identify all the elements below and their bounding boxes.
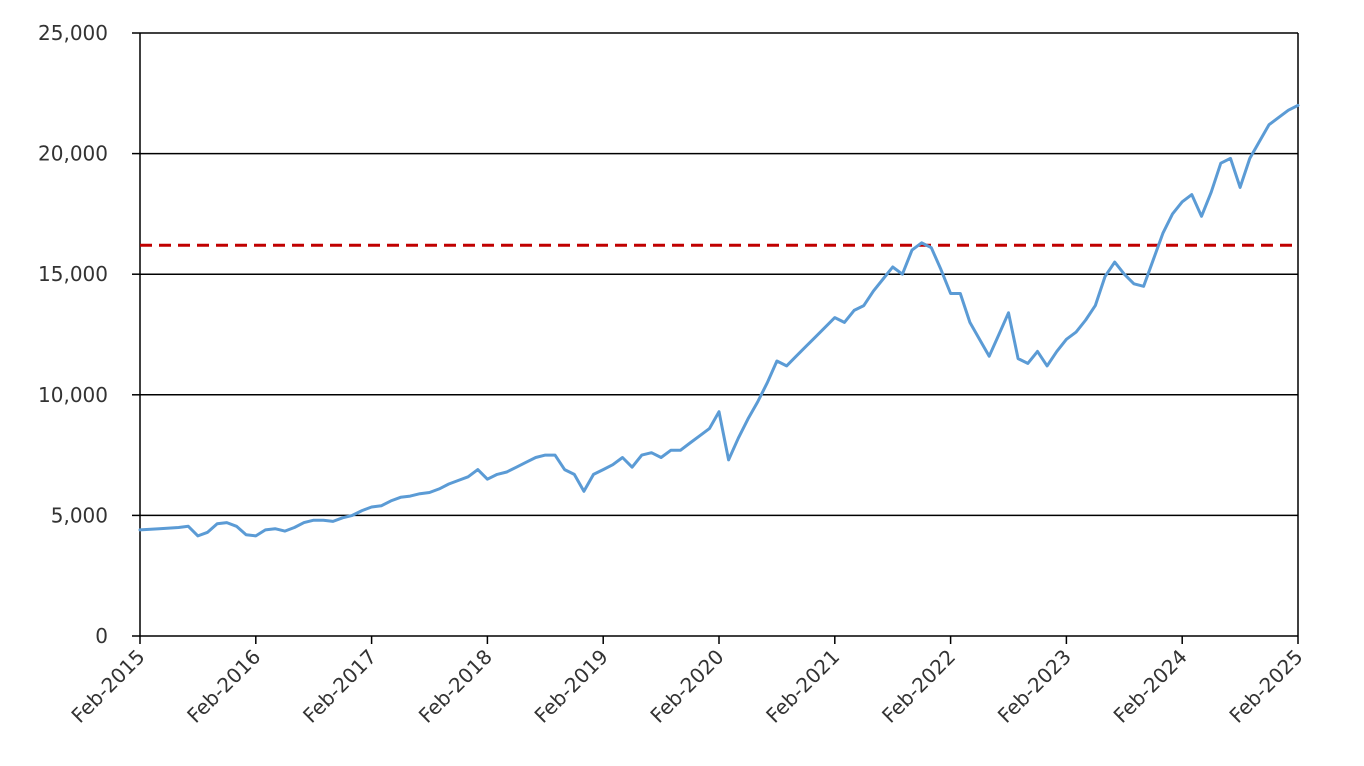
x-tick-label: Feb-2015 [66, 645, 149, 728]
x-tick-label: Feb-2019 [530, 645, 613, 728]
x-tick-label: Feb-2020 [645, 645, 728, 728]
x-tick-label: Feb-2018 [414, 645, 497, 728]
x-tick-label: Feb-2025 [1224, 645, 1307, 728]
axis-layer [132, 32, 1299, 644]
y-tick-label: 15,000 [38, 262, 108, 286]
x-tick-label: Feb-2024 [1109, 645, 1192, 728]
y-tick-label: 10,000 [38, 383, 108, 407]
x-tick-label: Feb-2022 [877, 645, 960, 728]
grid-layer [140, 32, 1298, 517]
x-tick-label: Feb-2016 [182, 645, 265, 728]
series-layer [138, 103, 1300, 538]
y-tick-label: 0 [95, 624, 108, 648]
x-tick-label: Feb-2023 [993, 645, 1076, 728]
y-tick-label: 20,000 [38, 142, 108, 166]
label-layer: 0 5,000 10,000 15,000 20,000 25,000 Feb-2015 Fe… [38, 21, 1308, 728]
y-tick-label: 5,000 [51, 503, 108, 527]
x-tick-label: Feb-2021 [761, 645, 844, 728]
x-tick-label: Feb-2017 [298, 645, 381, 728]
series-line [138, 103, 1300, 538]
y-tick-label: 25,000 [38, 21, 108, 45]
